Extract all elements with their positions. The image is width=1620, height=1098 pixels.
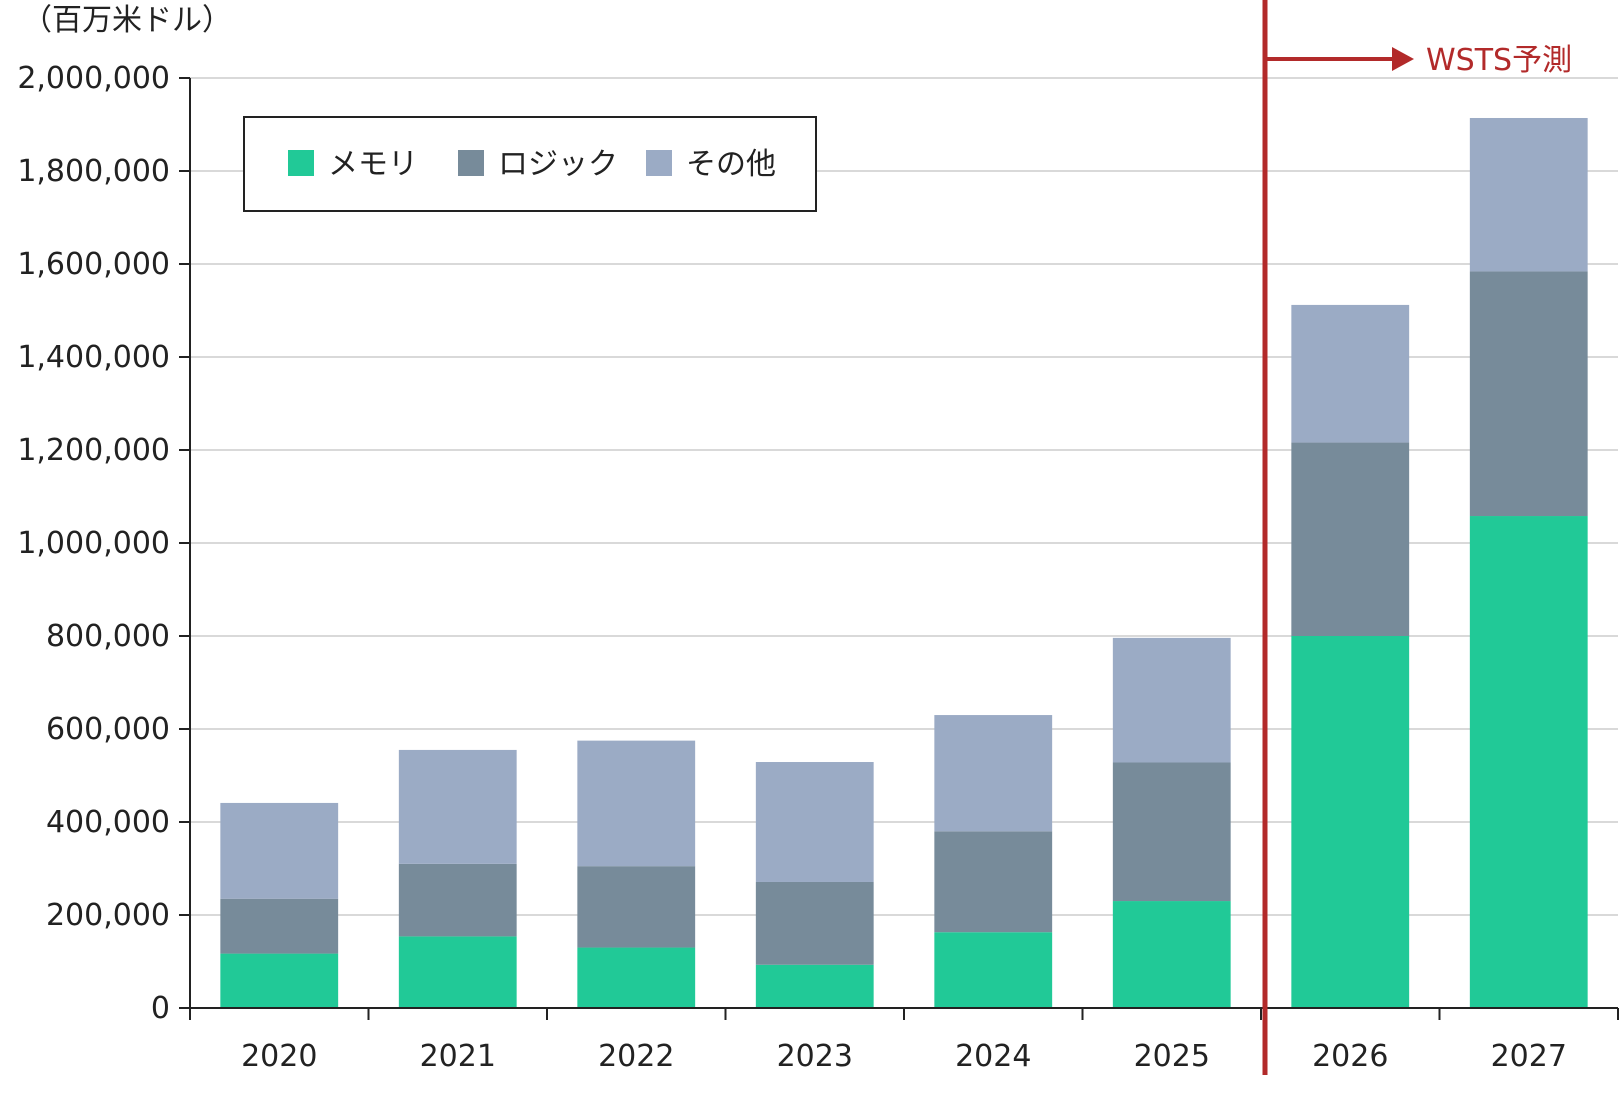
y-tick-label: 1,200,000 — [17, 433, 170, 468]
x-tick-label: 2026 — [1312, 1039, 1388, 1074]
legend-label: その他 — [686, 147, 776, 182]
bar-segment — [220, 898, 339, 954]
bar-segment — [755, 881, 874, 965]
y-axis-ticks: 0 200,000 400,000 600,000 800,000 1,000,000 1,… — [17, 61, 190, 1026]
legend-label: メモリ — [328, 147, 418, 182]
forecast-marker: WSTS予測 — [1262, 0, 1572, 1075]
y-tick-label: 400,000 — [46, 805, 170, 840]
y-tick-label: 800,000 — [46, 619, 170, 654]
bar-segment — [398, 936, 517, 1008]
forecast-label: WSTS予測 — [1426, 43, 1572, 78]
bar-segment — [755, 964, 874, 1008]
y-tick-label: 0 — [151, 991, 170, 1026]
bars — [220, 117, 1588, 1008]
legend-swatch — [458, 150, 484, 176]
forecast-arrow-head-icon — [1392, 47, 1414, 71]
bar-segment — [1291, 442, 1410, 636]
bar-segment — [934, 715, 1053, 832]
legend-box — [243, 116, 817, 212]
legend-swatch — [288, 150, 314, 176]
bar-segment — [398, 863, 517, 937]
x-tick-label: 2023 — [777, 1039, 853, 1074]
legend: メモリ ロジック その他 — [243, 116, 817, 212]
x-tick-label: 2025 — [1134, 1039, 1210, 1074]
y-tick-label: 600,000 — [46, 712, 170, 747]
bar-segment — [577, 740, 696, 867]
x-tick-label: 2020 — [241, 1039, 317, 1074]
bar-segment — [1112, 901, 1231, 1008]
bar-segment — [1291, 304, 1410, 443]
y-tick-label: 1,400,000 — [17, 340, 170, 375]
x-tick-label: 2022 — [598, 1039, 674, 1074]
legend-label: ロジック — [498, 147, 618, 182]
x-tick-label: 2024 — [955, 1039, 1031, 1074]
bar-segment — [1112, 762, 1231, 902]
bar-segment — [577, 866, 696, 948]
y-tick-label: 1,800,000 — [17, 154, 170, 189]
y-tick-label: 1,600,000 — [17, 247, 170, 282]
bar-segment — [398, 749, 517, 864]
bar-segment — [1469, 516, 1588, 1008]
bar-segment — [934, 932, 1053, 1008]
y-tick-label: 2,000,000 — [17, 61, 170, 96]
bar-segment — [220, 953, 339, 1008]
y-axis-unit-label: （百万米ドル） — [22, 3, 232, 38]
bar-segment — [1469, 117, 1588, 272]
y-tick-label: 200,000 — [46, 898, 170, 933]
x-tick-label: 2021 — [420, 1039, 496, 1074]
bar-segment — [755, 762, 874, 882]
x-tick-label: 2027 — [1491, 1039, 1567, 1074]
bar-segment — [1112, 637, 1231, 763]
bar-segment — [934, 831, 1053, 933]
bar-segment — [220, 802, 339, 899]
legend-swatch — [646, 150, 672, 176]
bar-segment — [1469, 271, 1588, 517]
y-tick-label: 1,000,000 — [17, 526, 170, 561]
x-axis-ticks: 2020 2021 2022 2023 2024 2025 2026 2027 — [189, 1008, 1619, 1074]
bar-segment — [1291, 636, 1410, 1008]
bar-segment — [577, 947, 696, 1008]
